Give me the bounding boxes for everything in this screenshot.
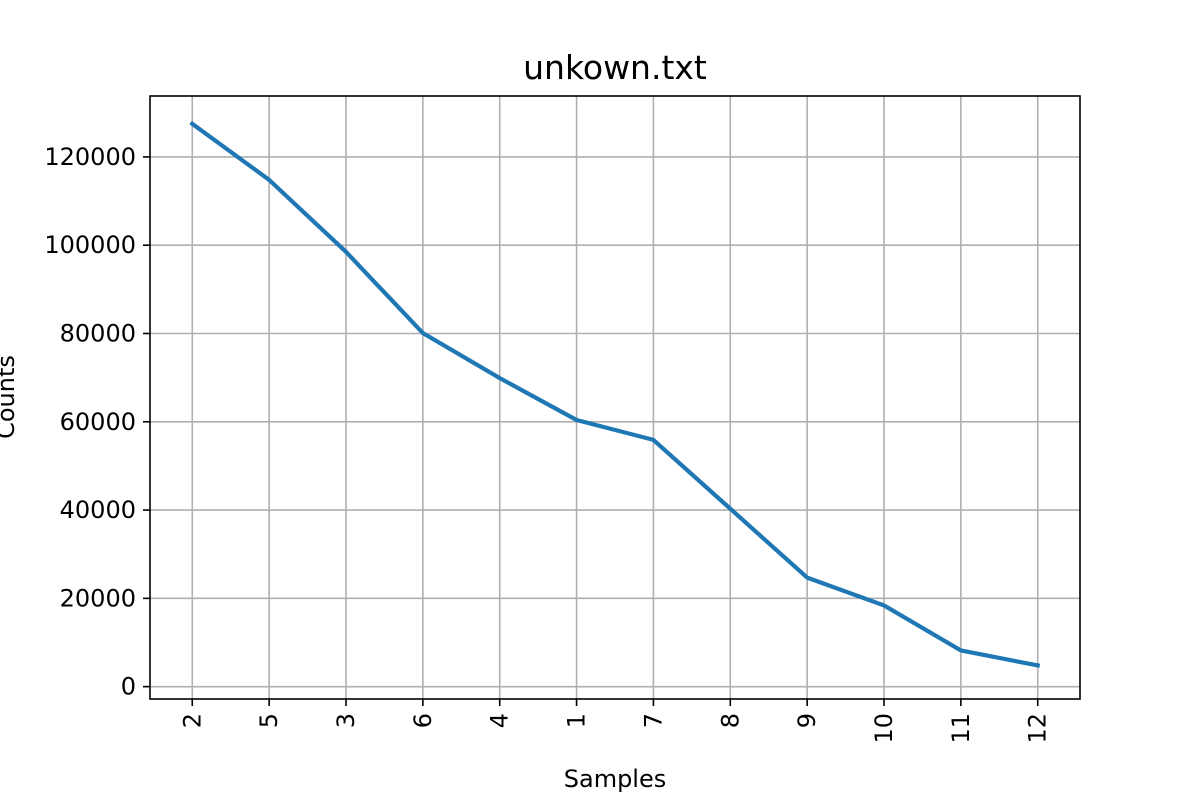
x-tick-label: 12 bbox=[1024, 713, 1052, 744]
y-tick-label: 120000 bbox=[44, 143, 136, 171]
x-tick-label: 10 bbox=[870, 713, 898, 744]
x-axis-label: Samples bbox=[564, 765, 667, 793]
x-tick-label: 5 bbox=[255, 713, 283, 728]
x-tick-label: 11 bbox=[947, 713, 975, 744]
y-tick-label: 40000 bbox=[60, 496, 136, 524]
series-layer bbox=[189, 120, 1041, 668]
plot-background bbox=[150, 96, 1080, 699]
x-tick-label: 9 bbox=[793, 713, 821, 728]
y-tick-label: 20000 bbox=[60, 584, 136, 612]
x-axis-ticks: 2 5 3 6 4 1 7 8 9 10 11 12 bbox=[178, 699, 1052, 744]
y-axis-ticks: 0 20000 40000 60000 80000 100000 120000 bbox=[44, 143, 150, 701]
plot-frame bbox=[149, 95, 1081, 700]
y-tick-label: 100000 bbox=[44, 231, 136, 259]
x-tick-label: 8 bbox=[716, 713, 744, 728]
chart-title: unkown.txt bbox=[523, 48, 707, 87]
x-tick-label: 4 bbox=[486, 713, 514, 728]
y-tick-label: 0 bbox=[121, 673, 136, 701]
y-tick-label: 60000 bbox=[60, 408, 136, 436]
y-tick-label: 80000 bbox=[60, 319, 136, 347]
series-line bbox=[189, 120, 1041, 668]
y-gridlines bbox=[150, 156, 1080, 688]
x-tick-label: 6 bbox=[409, 713, 437, 728]
x-tick-label: 3 bbox=[332, 713, 360, 728]
y-axis-label: Counts bbox=[0, 355, 20, 439]
x-tick-label: 7 bbox=[639, 713, 667, 728]
x-tick-label: 1 bbox=[563, 713, 591, 728]
x-tick-label: 2 bbox=[178, 713, 206, 728]
